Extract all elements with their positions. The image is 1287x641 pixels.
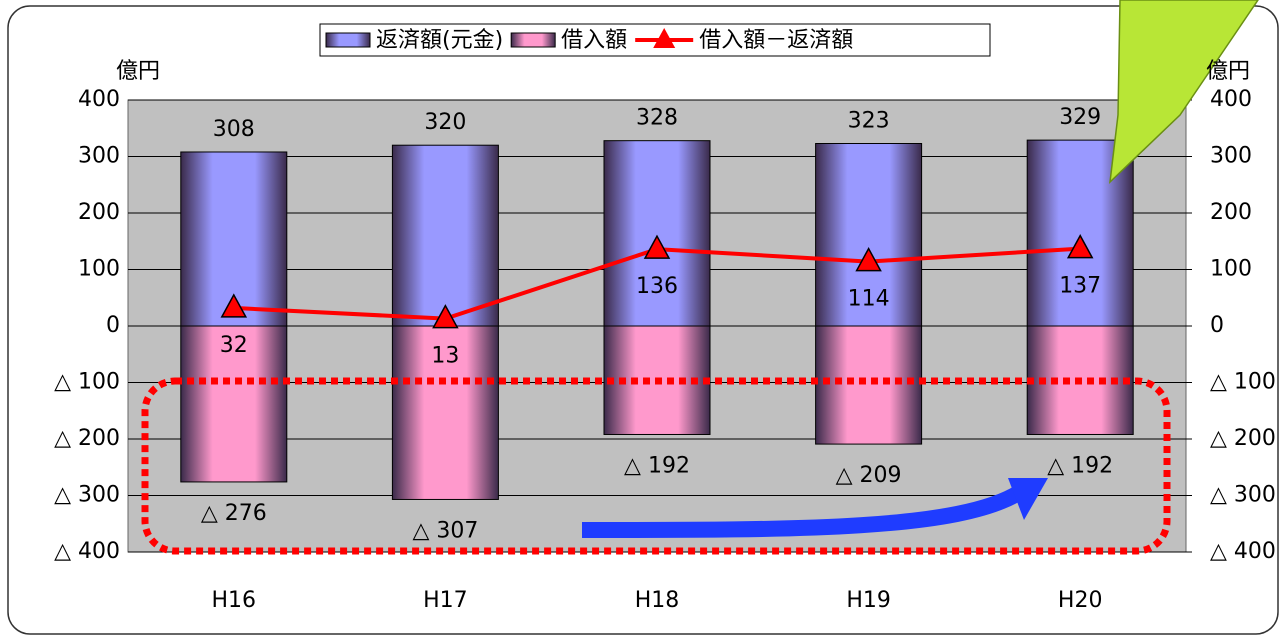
- value-label: 328: [636, 106, 678, 131]
- value-label: △ 192: [1047, 453, 1113, 478]
- bar: [180, 325, 288, 483]
- value-label: 308: [213, 117, 255, 142]
- line-value-label: 136: [636, 274, 678, 299]
- line-value-label: 32: [220, 333, 248, 358]
- legend-label: 借入額: [561, 28, 627, 53]
- bar: [815, 325, 923, 445]
- y2-tick-label: 400: [1210, 87, 1252, 112]
- y2-tick-label: △ 400: [1210, 539, 1276, 564]
- line-value-label: 13: [431, 344, 459, 369]
- legend-swatch: [510, 32, 556, 48]
- legend-label: 返済額(元金): [376, 28, 503, 53]
- y2-tick-label: 200: [1210, 200, 1252, 225]
- x-tick-label: H17: [423, 588, 468, 613]
- line-marker: [432, 304, 459, 329]
- y2-tick-label: △ 200: [1210, 426, 1276, 451]
- y-axis-unit: 億円: [116, 59, 160, 84]
- bar: [815, 143, 923, 327]
- line-marker: [643, 234, 671, 259]
- y-tick-label: 400: [78, 87, 120, 112]
- y2-tick-label: 0: [1210, 313, 1224, 338]
- y2-tick-label: △ 300: [1210, 483, 1276, 508]
- trend-arrow: [581, 485, 1025, 538]
- legend-swatch: [325, 32, 371, 48]
- y-tick-label: 300: [78, 144, 120, 169]
- y2-axis-unit: 億円: [1206, 59, 1250, 84]
- callout: [1109, 0, 1259, 184]
- highlight-box: [141, 377, 1171, 555]
- legend-swatch: [653, 28, 676, 48]
- line-marker: [855, 247, 882, 272]
- value-label: 323: [848, 109, 890, 134]
- line-marker: [1066, 234, 1094, 259]
- y-tick-label: △ 300: [54, 483, 120, 508]
- y-tick-label: 200: [78, 200, 120, 225]
- line-value-label: 137: [1059, 274, 1101, 299]
- trend-arrow-head: [1008, 478, 1048, 520]
- value-label: △ 192: [624, 453, 690, 478]
- bar: [603, 140, 711, 327]
- y-tick-label: △ 400: [54, 539, 120, 564]
- y2-tick-label: 100: [1210, 257, 1252, 282]
- line-marker: [220, 293, 248, 318]
- value-label: 320: [424, 110, 466, 135]
- value-label: △ 276: [201, 501, 267, 526]
- y-tick-label: 0: [106, 313, 120, 338]
- legend-label: 借入額－返済額: [699, 28, 853, 53]
- y-tick-label: △ 100: [54, 370, 120, 395]
- y-tick-label: △ 200: [54, 426, 120, 451]
- x-tick-label: H20: [1058, 588, 1103, 613]
- x-tick-label: H19: [846, 588, 891, 613]
- value-label: 329: [1059, 105, 1101, 130]
- value-label: △ 209: [836, 463, 902, 488]
- y-tick-label: 100: [78, 257, 120, 282]
- line-value-label: 114: [848, 287, 890, 312]
- y2-tick-label: 300: [1210, 144, 1252, 169]
- bar: [391, 325, 499, 500]
- y2-tick-label: △ 100: [1210, 370, 1276, 395]
- value-label: △ 307: [412, 518, 478, 543]
- x-tick-label: H16: [212, 588, 257, 613]
- x-tick-label: H18: [635, 588, 680, 613]
- bar: [391, 144, 499, 327]
